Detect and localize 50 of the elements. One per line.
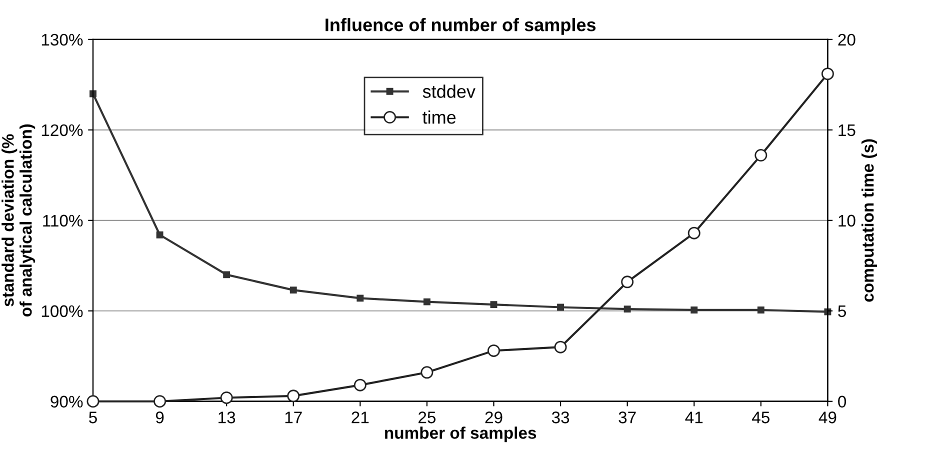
x-tick-label: 37 <box>618 412 636 424</box>
point <box>356 294 364 302</box>
point <box>223 271 230 278</box>
point <box>821 68 834 80</box>
y2-tick-label: 20 <box>838 34 856 46</box>
x-tick-label: 25 <box>418 412 436 424</box>
y-tick-label: 100% <box>42 305 83 318</box>
y2-tick-label: 10 <box>838 214 856 227</box>
x-tick-label: 13 <box>218 412 236 424</box>
x-tick-label: 9 <box>156 412 164 424</box>
x-tick-label: 29 <box>485 412 502 424</box>
point <box>86 395 100 408</box>
point <box>420 366 434 379</box>
point <box>621 276 634 288</box>
y-tick-label: 130% <box>42 34 83 46</box>
y2-tick-label: 15 <box>838 124 856 136</box>
point <box>287 390 300 402</box>
x-tick-label: 17 <box>285 412 302 424</box>
point <box>290 286 297 294</box>
point <box>487 344 500 357</box>
x-tick-label: 45 <box>752 412 770 424</box>
point <box>757 306 764 314</box>
y2-tick-label: 5 <box>838 305 846 318</box>
point <box>220 391 233 404</box>
legend-label: time <box>422 110 456 124</box>
point <box>624 306 631 313</box>
point <box>156 231 164 238</box>
y-tick-label: 90% <box>50 396 83 408</box>
point <box>754 149 768 162</box>
x-tick-label: 33 <box>552 412 570 424</box>
legend-label: stddev <box>422 84 476 98</box>
x-axis-title: number of samples <box>385 426 536 442</box>
x-tick-label: 21 <box>352 412 369 424</box>
y-tick-label: 120% <box>42 124 83 136</box>
point <box>557 304 564 311</box>
point <box>554 340 567 354</box>
point <box>690 306 698 314</box>
y-axis-title: standard deviation (% of analytical calculation) <box>2 124 36 317</box>
point <box>688 226 700 240</box>
point <box>423 298 430 306</box>
point <box>490 301 498 308</box>
y2-tick-label: 0 <box>838 396 846 408</box>
x-tick-label: 41 <box>685 412 703 424</box>
point <box>154 395 166 408</box>
chart-title: Influence of number of samples <box>326 18 596 35</box>
x-tick-label: 5 <box>89 412 97 424</box>
y-tick-label: 110% <box>43 214 83 227</box>
x-tick-label: 49 <box>818 412 836 424</box>
y2-axis-title: computation time (s) <box>862 139 878 302</box>
point <box>354 378 366 392</box>
